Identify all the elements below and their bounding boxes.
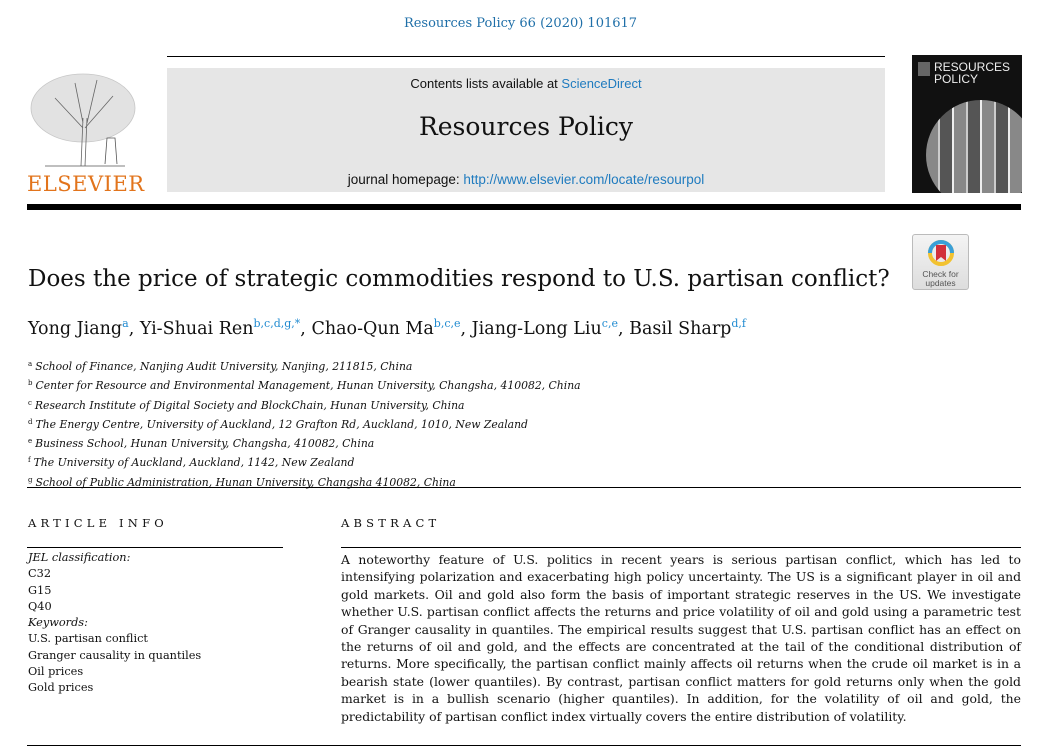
keywords-label: Keywords: xyxy=(28,616,88,630)
homepage-prefix: journal homepage: xyxy=(347,172,464,187)
keyword: Gold prices xyxy=(28,681,94,695)
affiliation-text: School of Public Administration, Hunan U… xyxy=(35,475,456,489)
jel-label: JEL classification: xyxy=(28,551,131,564)
jel-code: Q40 xyxy=(28,599,52,613)
tree-icon xyxy=(30,73,136,167)
affiliation: c Research Institute of Digital Society a… xyxy=(28,395,581,414)
affiliation-key: d xyxy=(28,417,33,426)
article-info-heading: ARTICLE INFO xyxy=(28,516,168,530)
affiliation-key: c xyxy=(28,398,32,407)
jel-code: C32 xyxy=(28,567,52,581)
author-name[interactable]: Yi-Shuai Ren xyxy=(139,319,254,339)
journal-cover[interactable]: RESOURCES POLICY xyxy=(912,55,1022,193)
contents-prefix: Contents lists available at xyxy=(410,76,562,91)
publisher-name: ELSEVIER xyxy=(27,172,145,196)
affiliation-key: e xyxy=(28,437,33,446)
homepage-link[interactable]: http://www.elsevier.com/locate/resourpol xyxy=(463,172,705,187)
journal-reference[interactable]: Resources Policy 66 (2020) 101617 xyxy=(403,16,638,31)
keyword: Granger causality in quantiles xyxy=(28,648,202,662)
author[interactable]: Jiang-Long Liuc,e xyxy=(471,317,618,339)
abstract-heading: ABSTRACT xyxy=(341,516,441,530)
badge-line-1: Check for xyxy=(922,269,959,279)
affiliation-text: Center for Resource and Environmental Ma… xyxy=(35,379,581,393)
affiliation-key: g xyxy=(28,475,33,484)
author[interactable]: Chao-Qun Mab,c,e xyxy=(311,317,461,339)
affiliation: e Business School, Hunan University, Chan… xyxy=(28,433,581,452)
author-name[interactable]: Basil Sharp xyxy=(629,319,732,339)
cover-title-1: RESOURCES xyxy=(934,60,1011,74)
divider xyxy=(27,745,1021,746)
divider xyxy=(341,547,1021,548)
author-affiliation-marker[interactable]: c,e xyxy=(601,317,618,330)
cover-globe-image xyxy=(926,100,1022,193)
affiliation-text: The Energy Centre, University of Aucklan… xyxy=(35,417,528,431)
keyword: Oil prices xyxy=(28,665,84,679)
affiliation-text: School of Finance, Nanjing Audit Univers… xyxy=(35,360,413,373)
jel-code: G15 xyxy=(28,583,52,597)
sciencedirect-link[interactable]: ScienceDirect xyxy=(561,76,642,91)
journal-header-box: Contents lists available at ScienceDirec… xyxy=(167,68,885,192)
author-name[interactable]: Yong Jiang xyxy=(28,319,123,339)
affiliation: a School of Finance, Nanjing Audit Univer… xyxy=(28,356,581,375)
author-affiliation-marker[interactable]: d,f xyxy=(731,317,746,330)
author-list: Yong Jianga, Yi-Shuai Renb,c,d,g,*, Chao… xyxy=(28,317,746,339)
author[interactable]: Basil Sharpd,f xyxy=(629,317,746,339)
elsevier-mini-icon xyxy=(918,62,930,76)
author-name[interactable]: Jiang-Long Liu xyxy=(471,319,602,339)
affiliation-text: Business School, Hunan University, Chang… xyxy=(35,437,375,451)
affiliation-text: The University of Auckland, Auckland, 11… xyxy=(33,456,355,470)
article-title: Does the price of strategic commodities … xyxy=(28,266,890,292)
cover-title-2: POLICY xyxy=(934,72,979,86)
check-for-updates-button[interactable]: Check for updates xyxy=(912,234,969,290)
affiliation: g School of Public Administration, Hunan … xyxy=(28,472,581,491)
author[interactable]: Yong Jianga xyxy=(28,317,129,339)
affiliation: d The Energy Centre, University of Auckla… xyxy=(28,414,581,433)
journal-title: Resources Policy xyxy=(418,112,634,141)
author-affiliation-marker[interactable]: b,c,d,g,* xyxy=(253,317,301,330)
divider xyxy=(27,487,1021,488)
divider xyxy=(167,56,885,57)
affiliation-list: a School of Finance, Nanjing Audit Univer… xyxy=(28,356,581,491)
keyword: U.S. partisan conflict xyxy=(28,632,148,646)
affiliation-key: a xyxy=(28,360,33,368)
homepage-line: journal homepage: http://www.elsevier.co… xyxy=(167,172,885,187)
abstract-text: A noteworthy feature of U.S. politics in… xyxy=(341,552,1021,724)
cover-title: RESOURCES POLICY xyxy=(934,61,1010,85)
affiliation-key: b xyxy=(28,379,33,388)
affiliation-text: Research Institute of Digital Society an… xyxy=(34,398,465,412)
badge-line-2: updates xyxy=(925,278,956,288)
author[interactable]: Yi-Shuai Renb,c,d,g,* xyxy=(139,317,301,339)
author-affiliation-marker[interactable]: b,c,e xyxy=(433,317,461,330)
author-name[interactable]: Chao-Qun Ma xyxy=(311,319,434,339)
affiliation: f The University of Auckland, Auckland, 1… xyxy=(28,452,581,471)
elsevier-logo: ELSEVIER xyxy=(25,68,145,196)
contents-line: Contents lists available at ScienceDirec… xyxy=(167,76,885,91)
divider xyxy=(27,547,283,548)
header-rule xyxy=(27,204,1021,210)
bookmark-icon xyxy=(927,240,954,266)
affiliation: b Center for Resource and Environmental M… xyxy=(28,375,581,394)
article-info: JEL classification: C32 G15 Q40 Keywords… xyxy=(28,550,201,697)
affiliation-key: f xyxy=(28,456,31,465)
author-affiliation-marker[interactable]: a xyxy=(122,317,129,330)
